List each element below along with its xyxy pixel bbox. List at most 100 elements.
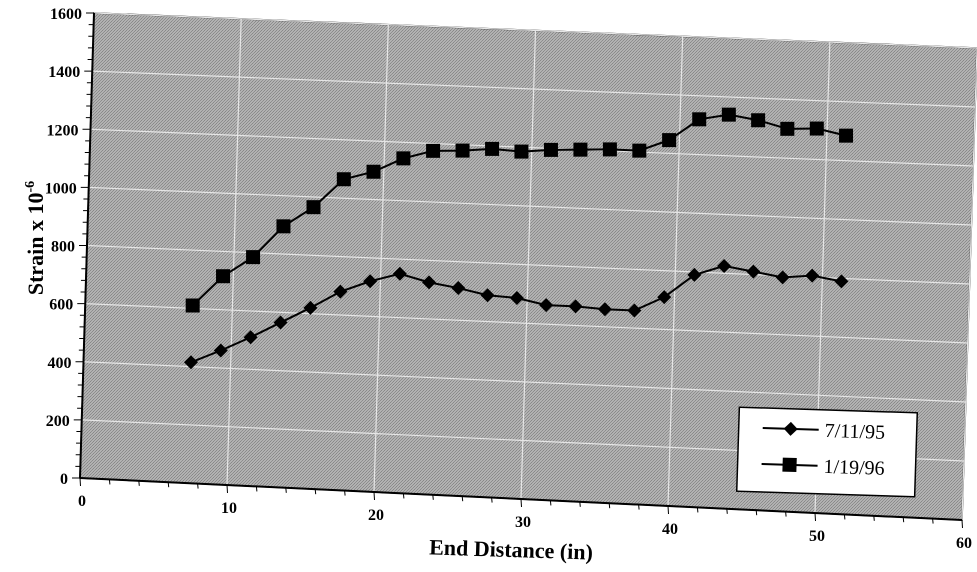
square-point [692,112,707,127]
x-tick-mark [402,493,405,499]
square-point [276,219,291,234]
x-tick-mark [843,514,846,520]
x-tick-mark [726,508,728,514]
square-point [721,107,736,122]
x-tick-mark [373,491,375,501]
x-tick-mark [432,494,434,500]
y-axis-title: Strain x 10-6 [23,181,48,295]
diamond-point [213,343,228,358]
square-point [426,143,441,158]
x-tick-label: 60 [956,535,972,552]
x-tick-mark [344,490,346,496]
diamond-point [597,302,612,317]
x-tick-mark [138,480,140,486]
x-tick-mark [932,518,934,524]
x-tick-label: 10 [221,500,237,517]
x-tick-mark [255,486,258,492]
square-point [543,142,558,157]
y-tick-label: 0 [60,471,68,488]
x-tick-mark [167,482,170,488]
diamond-point [805,268,820,283]
square-point [306,200,321,215]
square-point [780,121,795,136]
square-point [809,121,824,136]
square-point [573,142,588,157]
x-tick-label: 50 [809,528,825,545]
x-tick-mark [961,519,963,529]
square-point [246,250,261,265]
y-tick-label: 800 [51,239,75,256]
diamond-point [657,290,672,305]
diamond-point [834,274,849,289]
x-tick-mark [461,496,464,502]
x-tick-mark [638,504,640,510]
y-tick-label: 1000 [45,180,77,197]
grid-line-y-400 [83,361,966,403]
x-axis-title: End Distance (in) [429,534,594,564]
square-point [396,151,411,166]
diamond-point [480,288,495,303]
grid-line-y-1600 [93,12,977,49]
diamond-point [363,274,378,289]
y-axis-title-exponent: -6 [23,181,38,193]
x-tick-label: 40 [662,521,678,538]
diamond-point [687,267,702,282]
diamond-point [568,299,583,314]
diamond-point [422,275,437,290]
x-tick-label: 20 [368,507,384,524]
y-axis-title-main: Strain x 10 [23,192,48,295]
x-tick-mark [873,515,875,521]
diamond-point [539,298,554,313]
grid-line-y-1400 [92,70,976,108]
diamond-point [746,264,761,279]
square-point [216,269,231,284]
diamond-point [273,315,288,330]
x-tick-mark [314,489,317,495]
x-tick-mark [491,497,493,503]
legend-label-1-19-96: 1/19/96 [823,456,885,480]
x-tick-label: 0 [78,493,86,510]
x-tick-mark [520,498,522,508]
x-tick-mark [549,500,552,506]
square-point [632,143,647,158]
diamond-point [717,258,732,273]
diamond-point [243,330,258,345]
square-marker-icon [782,457,797,473]
diamond-point [303,300,318,315]
square-point [366,164,381,179]
square-point [662,133,677,148]
x-tick-mark [667,505,669,515]
legend-box [735,406,919,498]
y-tick-label: 1200 [47,122,79,139]
y-tick-label: 1400 [48,64,80,81]
x-tick-mark [696,507,699,513]
grid-line-y-600 [85,303,968,344]
y-tick-label: 400 [48,355,72,372]
series-layer [183,107,854,370]
diamond-point [392,266,407,281]
square-point [336,172,351,187]
diamond-point [333,284,348,299]
diamond-point [627,303,642,318]
x-tick-mark [285,487,287,493]
diamond-point [451,281,466,296]
legend-label-7-11-95: 7/11/95 [824,420,885,444]
x-tick-mark [785,511,787,517]
x-tick-mark [79,477,81,487]
legend: 7/11/95 1/19/96 [735,406,919,498]
y-tick-label: 200 [46,413,70,430]
x-tick-mark [579,501,581,507]
square-point [602,142,617,157]
x-tick-mark [608,503,611,509]
x-tick-mark [197,483,199,489]
grid-line-y-1200 [90,128,974,167]
square-point [485,141,500,156]
x-tick-mark [755,510,758,516]
y-tick-label: 600 [49,297,73,314]
square-point [455,143,470,158]
diamond-point [509,290,524,305]
square-point [185,298,200,313]
x-tick-mark [902,517,905,523]
y-tick-label: 1600 [50,6,82,23]
